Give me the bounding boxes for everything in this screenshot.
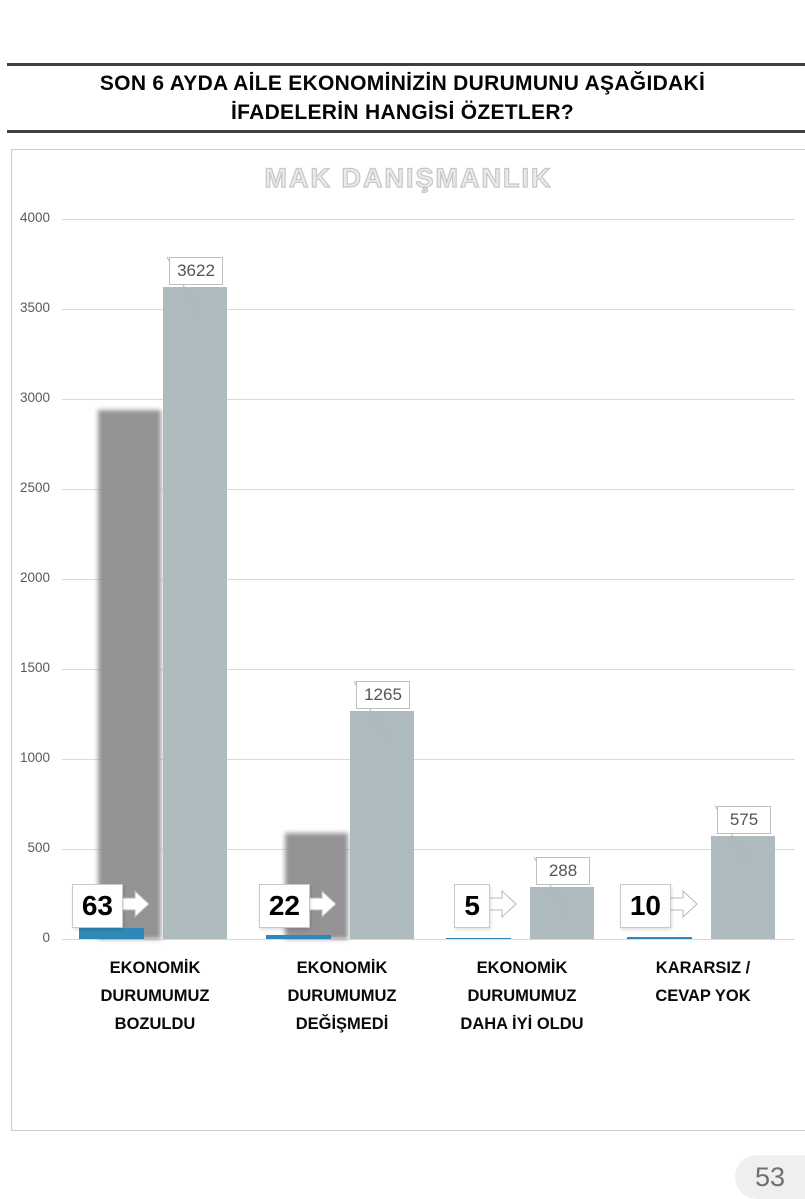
page-number-badge: 53 <box>735 1155 805 1199</box>
title-rule-top <box>7 63 805 66</box>
page-number: 53 <box>754 1161 786 1192</box>
page-title-line2: İFADELERİN HANGİSİ ÖZETLER? <box>231 101 574 124</box>
page-title-line1: SON 6 AYDA AİLE EKONOMİNİZİN DURUMUNU AŞ… <box>99 72 706 95</box>
chart-panel: MAK DANIŞMANLIK <box>11 149 805 1131</box>
chart-title-watermark: MAK DANIŞMANLIK <box>264 162 553 193</box>
page-title: SON 6 AYDA AİLE EKONOMİNİZİN DURUMUNU AŞ… <box>0 69 805 127</box>
title-rule-bottom <box>7 130 805 133</box>
